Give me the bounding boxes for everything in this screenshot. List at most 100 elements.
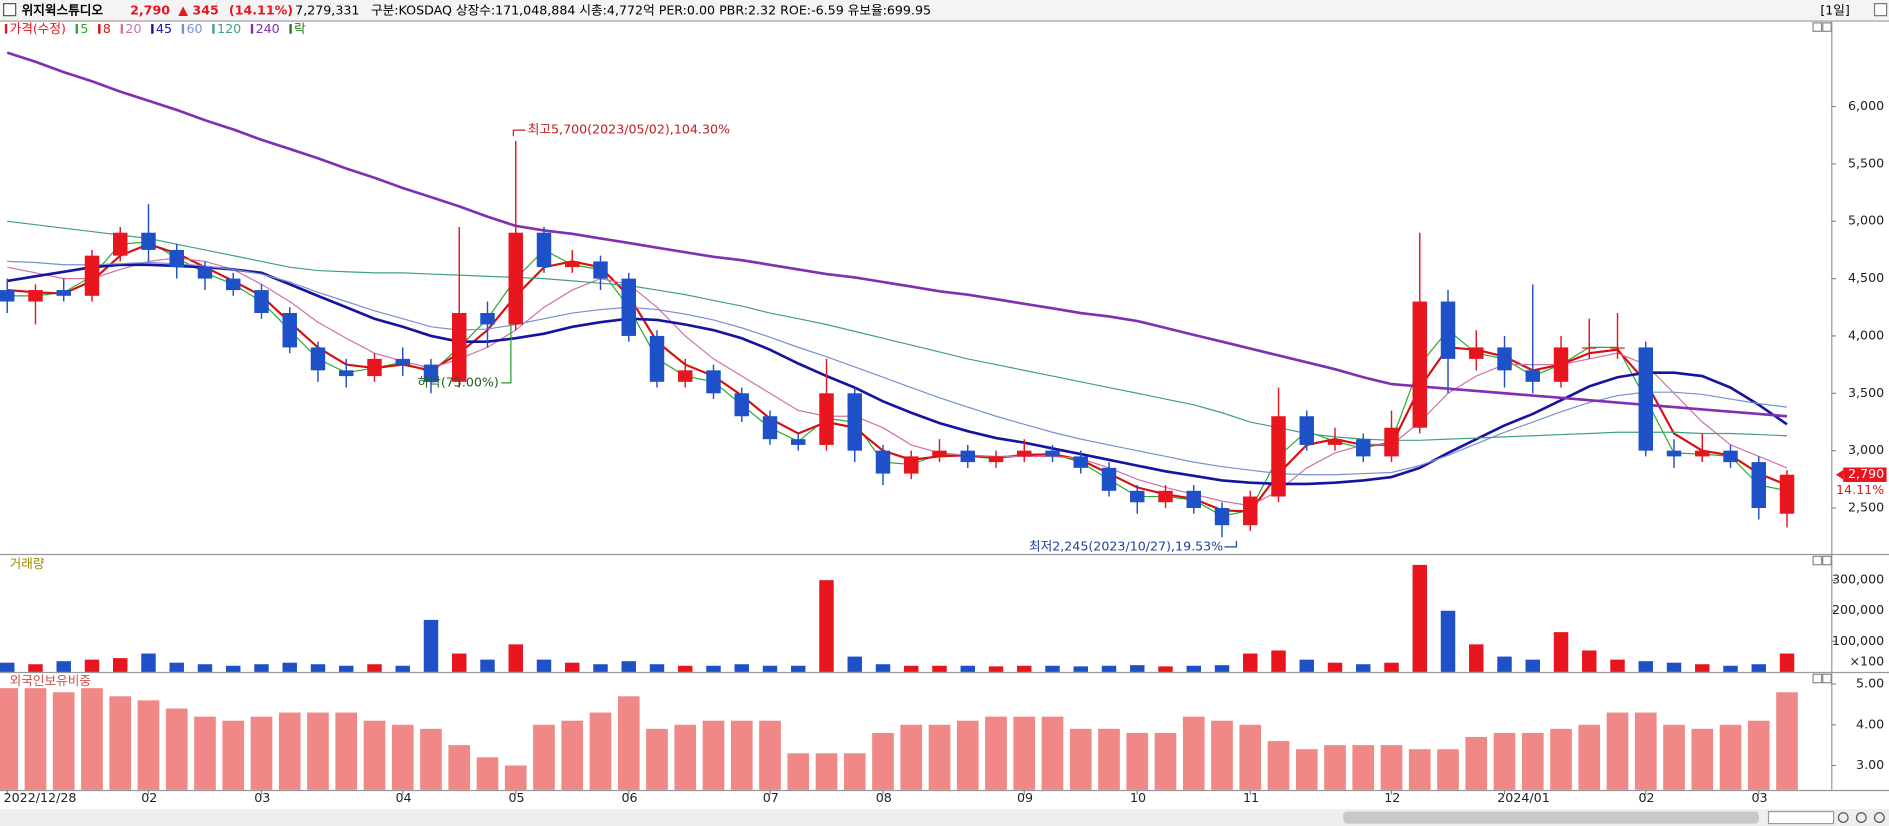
volume-bar [1469,644,1484,672]
y-tick-label: 6,000 [1848,98,1884,113]
last-price-label: 2,790 [1848,466,1884,481]
candle-body [1101,467,1117,491]
ownership-bar [194,716,216,790]
panel-button[interactable] [1822,555,1832,566]
legend-swatch [151,24,154,34]
legend-label: 120 [217,21,241,36]
volume-bar [1186,665,1201,672]
ownership-bar [109,696,132,790]
volume-bar [395,665,410,672]
ownership-bar [815,753,838,790]
candle-body [1525,370,1540,382]
candle-body [904,456,919,474]
candle-body [1440,301,1456,359]
x-tick-label: 10 [1130,790,1146,805]
period[interactable]: [1일] [1820,2,1850,17]
ownership-bar [1719,724,1742,790]
volume-bar [367,664,382,672]
panel-button[interactable] [1812,22,1823,32]
candle-body [197,267,213,279]
candle-body [1045,450,1060,457]
moving-average [7,220,1787,441]
ownership-bar [24,688,47,790]
candle-body [1158,490,1173,503]
last-price-pointer [1835,469,1844,480]
ownership-bar [1041,716,1064,790]
candle-body [1243,496,1258,526]
volume-bar [1751,664,1766,672]
ownership-bar [137,700,160,790]
checkbox[interactable] [3,3,17,17]
volume-bar [1243,653,1258,672]
moving-average [7,263,1788,486]
ownership-bar [1013,716,1036,790]
y-tick-label: 300,000 [1832,572,1884,587]
volume-bar [1384,662,1399,672]
scrollbar-thumb[interactable] [1343,811,1759,824]
ownership-bar [1239,724,1262,790]
window-button[interactable] [1873,3,1888,17]
annotation-arrow [512,129,526,137]
annotation-bracket [501,324,512,384]
legend-swatch [75,24,79,34]
ownership-bar [1267,741,1290,790]
zoom-icon[interactable] [1855,812,1867,823]
candle-body [1695,450,1710,457]
candle-body [1469,347,1484,359]
ownership-bar [1634,712,1657,790]
panel-button[interactable] [1822,673,1832,684]
volume-bar [508,644,523,672]
panel-button[interactable] [1812,673,1823,684]
panel-button[interactable] [1822,22,1832,32]
volume-bar [678,665,693,672]
ownership-bar [1182,716,1205,790]
y-tick-label: 5.00 [1856,676,1884,691]
candle-body [56,290,71,296]
zoom-icon[interactable] [1873,812,1885,823]
ownership-bar [52,692,75,790]
x-tick-label: 2022/12/28 [4,790,77,805]
ownership-bar [730,720,753,790]
volume-bar [875,664,891,672]
x-tick-label: 03 [1752,790,1768,805]
ownership-bar [1465,736,1488,790]
volume-bar [847,656,862,672]
volume-bar [565,662,580,672]
legend-label: 240 [256,21,280,36]
y-tick-label: 4,500 [1848,270,1884,285]
volume-bar [1356,664,1371,672]
panel-button[interactable] [1812,555,1823,566]
ownership-bar [589,712,612,790]
change: ▲ 345 [178,2,218,17]
volume-bar [339,665,354,672]
candle-body [819,393,834,445]
stock-name: 위지윅스튜디오 [22,2,104,17]
y-tick-label: 3,000 [1848,442,1884,457]
ownership-bar [81,688,103,790]
volume-bar [904,665,919,672]
x-tick-label: 06 [622,790,638,805]
x-tick-label: 11 [1243,790,1259,805]
change-rate: (14.11%) [229,2,293,17]
y-tick-label: 2,500 [1848,500,1884,515]
candle-body [1384,427,1399,457]
ownership-bar [843,753,866,790]
candle-body [395,358,410,365]
x-tick-label: 08 [876,790,892,805]
ownership-bar [1352,745,1375,790]
ownership-bar [561,720,584,790]
ownership-bar [1098,728,1120,790]
candle-body [1610,347,1625,349]
volume-bar [1158,666,1173,672]
candle-body [1327,439,1343,445]
ownership-bar [702,720,725,790]
candle-body [1638,347,1653,451]
zoom-icon[interactable] [1837,812,1849,823]
volume-bar [1017,665,1032,672]
ownership-bar [307,712,329,790]
ownership-bar [956,720,979,790]
legend-label: 20 [125,21,141,36]
annotation: 하락(75.00%) [418,374,499,389]
y-tick-label: 5,500 [1848,155,1884,170]
zoom-slider[interactable] [1767,810,1835,825]
